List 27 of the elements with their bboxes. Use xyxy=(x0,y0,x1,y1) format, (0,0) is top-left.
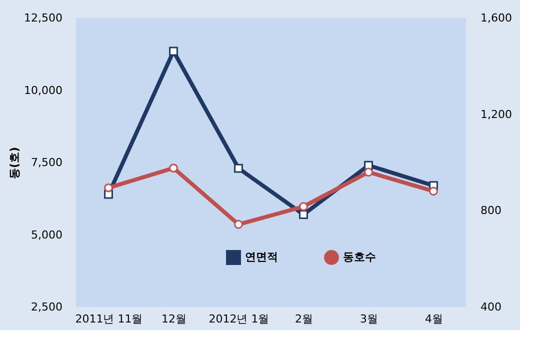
y2-tick-label: 1,200 xyxy=(480,108,512,121)
point xyxy=(429,186,438,196)
x-tick-label: 2011년 11월 xyxy=(75,312,143,326)
point xyxy=(169,164,178,172)
y-tick-label: 5,000 xyxy=(31,228,62,242)
y2-tick-label: 800 xyxy=(480,204,502,218)
x-tick-label: 3월 xyxy=(360,312,378,326)
x-tick-label: 12월 xyxy=(162,312,186,326)
y-tick-label: 7,500 xyxy=(31,156,62,169)
x-tick-label: 4월 xyxy=(425,312,443,326)
y-axis-title: 동(호) xyxy=(8,146,22,180)
point xyxy=(104,183,113,192)
x-tick-label: 2012년 1월 xyxy=(208,312,270,326)
y2-tick-label: 1,600 xyxy=(480,12,512,24)
legend-label: 동호수 xyxy=(343,250,376,264)
point xyxy=(299,210,308,219)
x-tick-label: 2월 xyxy=(295,312,313,326)
point xyxy=(234,220,243,229)
point xyxy=(364,168,373,177)
y-tick-label: 2,500 xyxy=(31,300,62,314)
point xyxy=(299,202,308,212)
legend-label: 연면적 xyxy=(245,250,278,264)
y-tick-label: 12,500 xyxy=(24,12,62,24)
y-tick-label: 10,000 xyxy=(24,84,62,97)
point xyxy=(234,164,243,173)
y2-tick-label: 400 xyxy=(480,300,502,314)
point xyxy=(169,46,178,56)
